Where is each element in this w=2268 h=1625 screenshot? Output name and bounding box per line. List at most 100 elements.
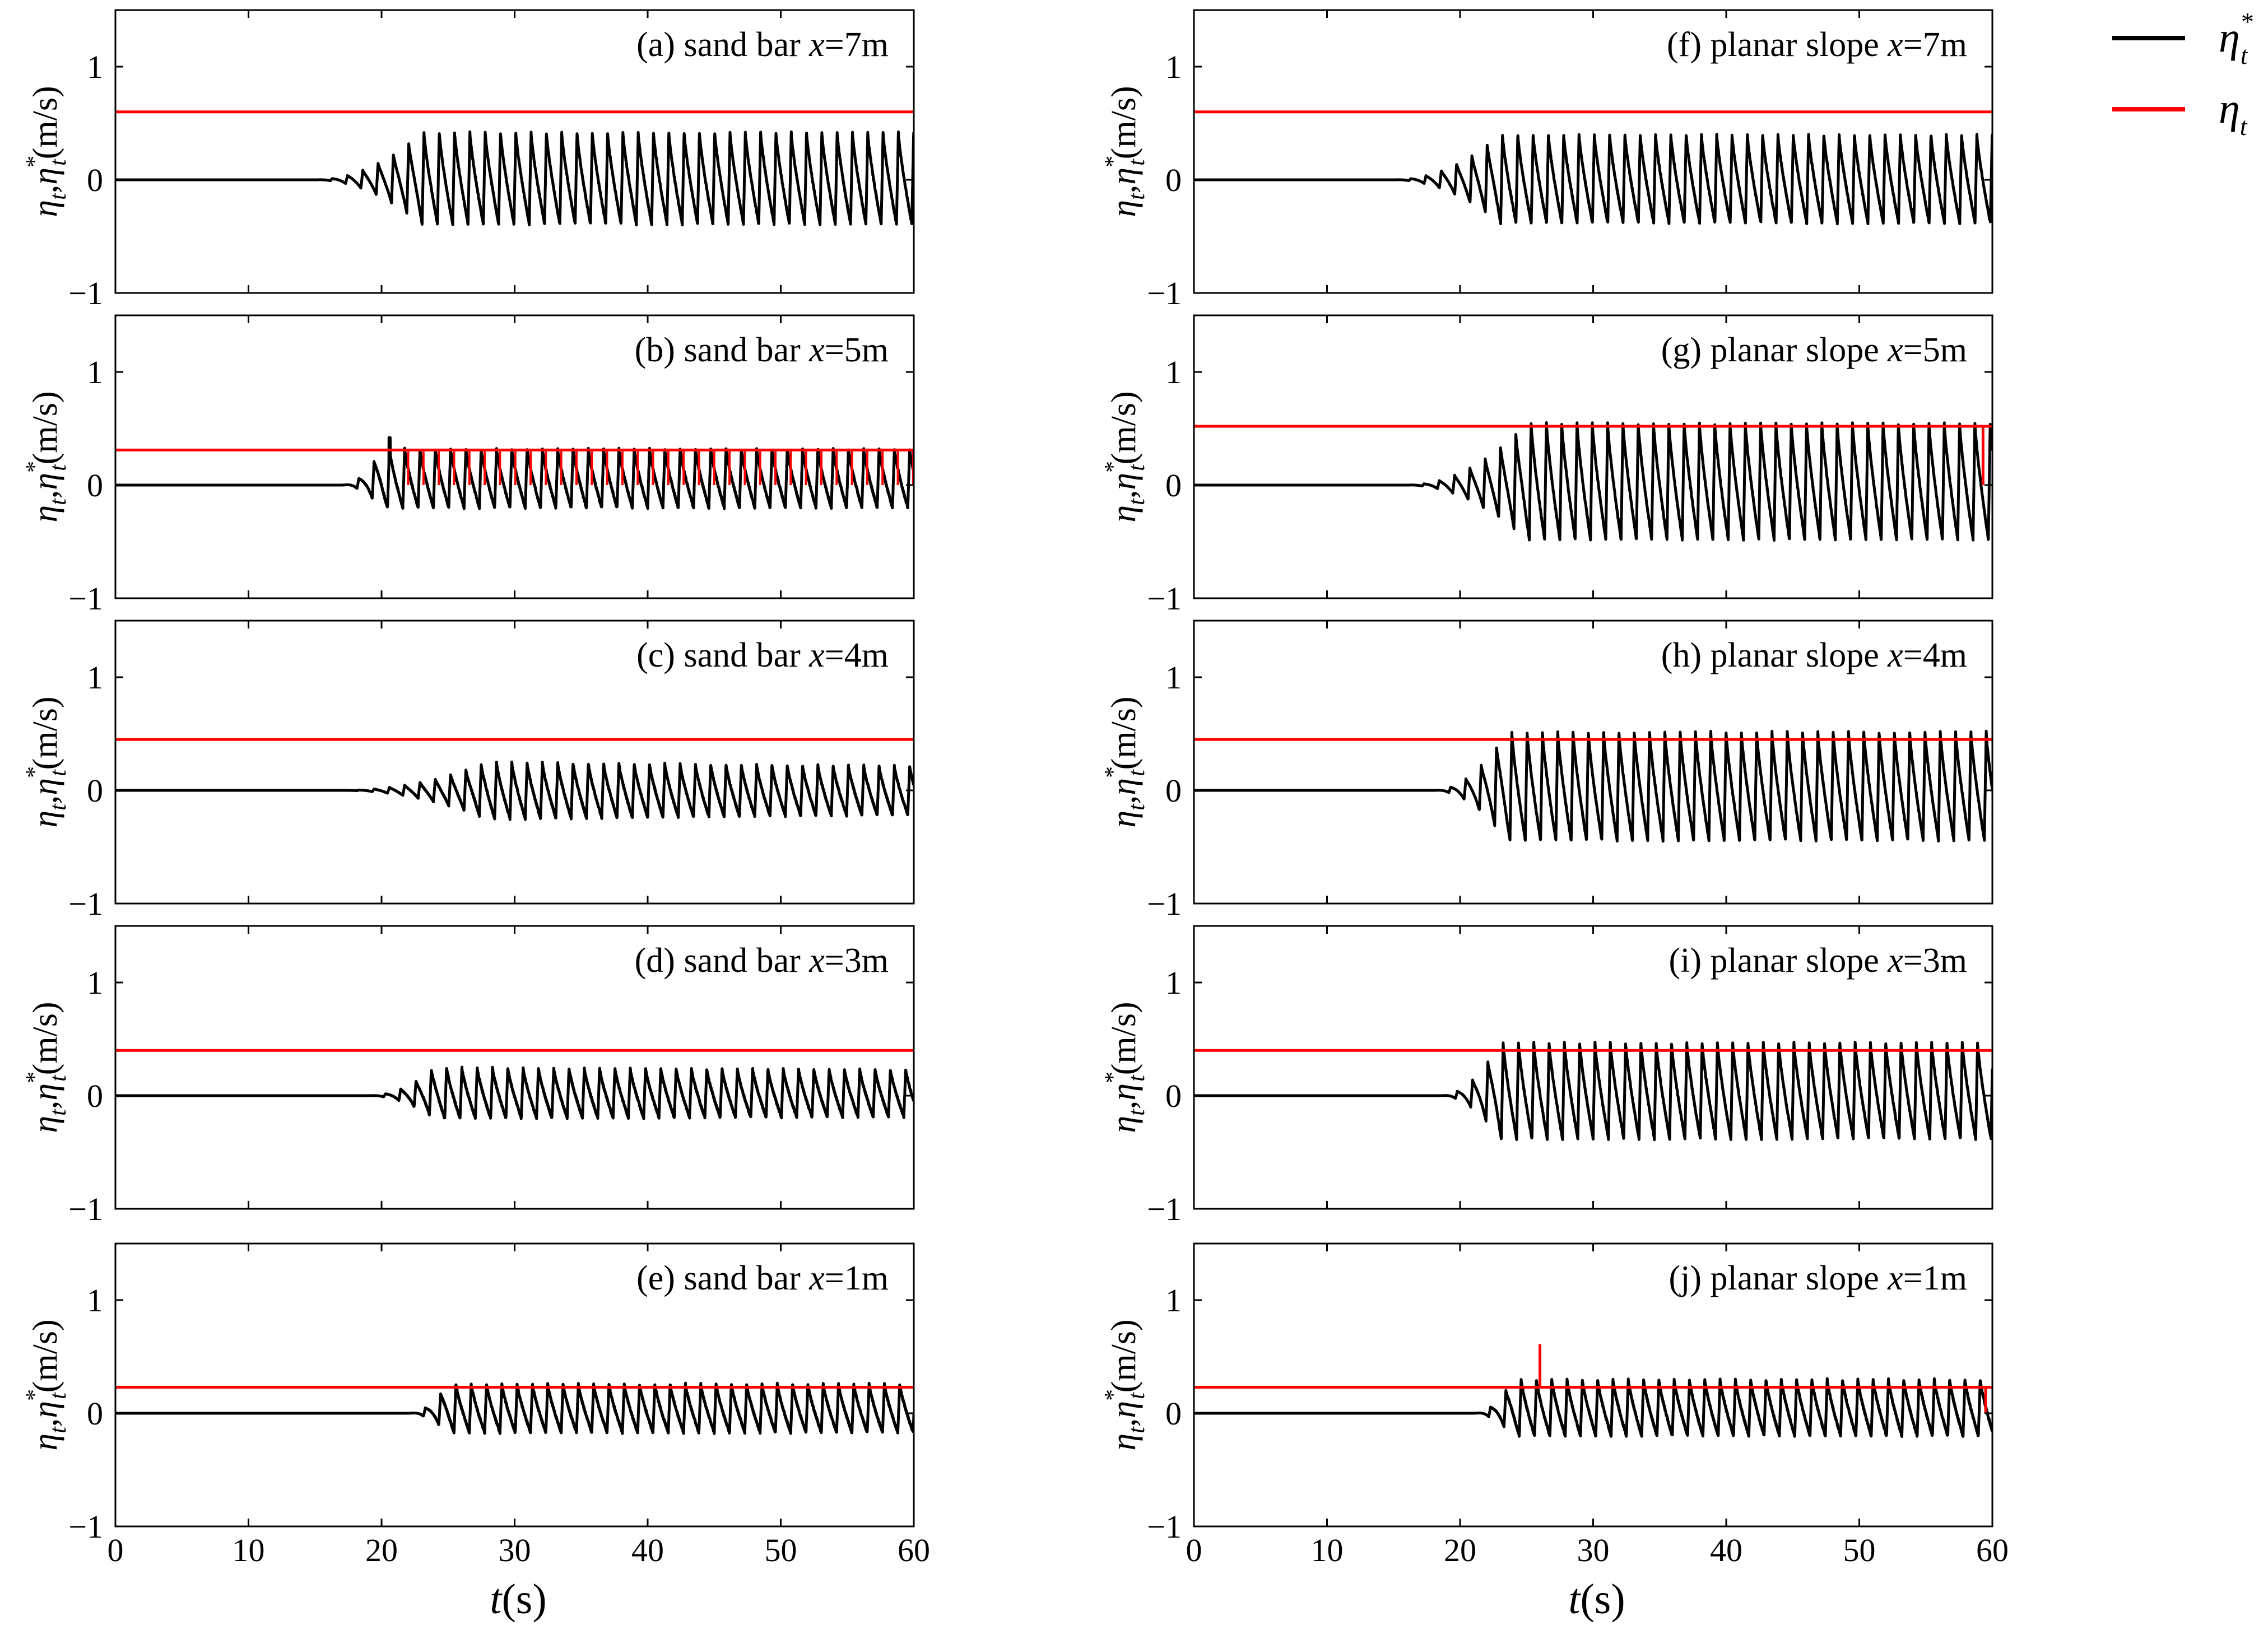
panel-title-var: x	[808, 636, 825, 674]
y-tick-label: −1	[68, 886, 103, 922]
panel-title-f: (f) planar slope x=7m	[1667, 26, 1967, 64]
panels-layer: −101(a) sand bar x=7mηt,η*t(m/s)−101(b) …	[22, 9, 2009, 1568]
y-label-sub: t	[45, 464, 71, 471]
panel-title-var: x	[808, 942, 825, 980]
series-eta-t-star-f	[1194, 133, 1992, 226]
y-label-eta: η	[26, 1433, 64, 1451]
x-tick-label: 50	[1843, 1532, 1876, 1568]
x-axis-unit: (s)	[1580, 1576, 1625, 1623]
y-tick-label: 0	[1165, 162, 1182, 198]
y-label-eta: η	[26, 473, 64, 490]
panel-title-e: (e) sand bar x=1m	[636, 1259, 889, 1297]
panel-title-text: (c) sand bar	[636, 636, 809, 674]
x-tick-label: 40	[631, 1532, 664, 1568]
y-label-sub: t	[45, 498, 71, 505]
y-tick-label: −1	[1147, 580, 1182, 617]
y-label-unit: (m/s)	[26, 1002, 64, 1075]
y-label-sup: *	[1100, 1389, 1126, 1401]
series-eta-t-star-c	[115, 760, 914, 821]
y-axis-label-e: ηt,η*t(m/s)	[22, 1319, 71, 1450]
panel-title-i: (i) planar slope x=3m	[1669, 942, 1967, 980]
y-label-sup: *	[22, 766, 48, 778]
y-label-eta: η	[1105, 811, 1143, 828]
y-label-eta: η	[1105, 505, 1143, 523]
y-label-unit: (m/s)	[26, 86, 64, 159]
legend-label-eta-t-star: η* t	[2219, 7, 2253, 69]
y-label-sub: t	[45, 193, 71, 200]
panel-title-var: x	[1887, 1259, 1903, 1297]
x-tick-label: 20	[1444, 1532, 1476, 1568]
y-tick-label: 0	[1165, 772, 1182, 809]
y-label-eta: η	[1105, 1433, 1143, 1451]
y-label-sub: t	[1124, 1392, 1150, 1399]
x-axis-label-left: t(s)	[490, 1576, 546, 1623]
legend: η* t ηt	[2112, 7, 2253, 141]
panel-title-var: x	[1887, 636, 1903, 674]
y-label-unit: (m/s)	[26, 1319, 64, 1393]
y-label-unit: (m/s)	[1105, 391, 1143, 464]
y-label-unit: (m/s)	[1105, 1002, 1143, 1075]
y-tick-label: 0	[1165, 1395, 1182, 1432]
y-axis-label-f: ηt,η*t(m/s)	[1100, 86, 1150, 217]
series-eta-t-group-g	[1194, 425, 1992, 485]
x-axis-label-right: t(s)	[1568, 1576, 1625, 1623]
y-label-unit: (m/s)	[26, 391, 64, 464]
y-tick-label: 1	[1165, 49, 1182, 85]
y-tick-label: 1	[87, 49, 103, 85]
y-label-sup: *	[1100, 1072, 1126, 1083]
panel-title-suffix: =7m	[1903, 26, 1967, 64]
x-tick-label: 40	[1710, 1532, 1742, 1568]
y-label-eta: η	[26, 505, 64, 523]
panel-title-g: (g) planar slope x=5m	[1661, 331, 1967, 369]
panel-title-var: x	[808, 1259, 825, 1297]
panel-title-d: (d) sand bar x=3m	[635, 942, 889, 980]
y-tick-label: −1	[68, 1191, 103, 1227]
series-eta-t-star-e	[115, 1381, 914, 1435]
y-label-eta: η	[1105, 778, 1143, 795]
panel-title-a: (a) sand bar x=7m	[636, 26, 889, 64]
y-axis-label-g: ηt,η*t(m/s)	[1100, 391, 1150, 522]
y-label-unit: (m/s)	[1105, 1319, 1143, 1393]
panel-title-var: x	[1887, 331, 1903, 369]
y-label-comma: ,	[26, 185, 64, 194]
y-label-sub: t	[45, 803, 71, 811]
panel-title-suffix: =4m	[825, 636, 889, 674]
panel-title-var: x	[1887, 942, 1903, 980]
panel-title-text: (f) planar slope	[1667, 26, 1888, 64]
panel-title-suffix: =3m	[825, 942, 889, 980]
y-label-comma: ,	[1105, 1101, 1143, 1110]
panel-title-suffix: =7m	[825, 26, 889, 64]
y-label-unit: (m/s)	[26, 696, 64, 770]
y-axis-label-d: ηt,η*t(m/s)	[22, 1002, 71, 1133]
panel-title-suffix: =1m	[825, 1259, 889, 1297]
panel-title-text: (b) sand bar	[635, 331, 810, 369]
y-label-eta: η	[26, 200, 64, 217]
y-label-unit: (m/s)	[1105, 696, 1143, 770]
y-label-eta: η	[1105, 1116, 1143, 1133]
x-tick-label: 50	[765, 1532, 797, 1568]
x-tick-label: 0	[1186, 1532, 1202, 1568]
y-label-sub: t	[1124, 1109, 1150, 1116]
y-label-sub: t	[1124, 1426, 1150, 1433]
panel-title-text: (j) planar slope	[1669, 1259, 1888, 1297]
series-eta-t-group-j	[1194, 1344, 1992, 1413]
series-eta-t-star-i	[1194, 1041, 1992, 1142]
y-label-comma: ,	[26, 1418, 64, 1427]
y-label-eta: η	[26, 778, 64, 795]
y-label-sub: t	[1124, 159, 1150, 166]
y-label-eta: η	[26, 1116, 64, 1133]
y-tick-label: 1	[87, 965, 103, 1001]
panel-title-suffix: =1m	[1903, 1259, 1967, 1297]
y-label-sub: t	[1124, 464, 1150, 471]
panel-title-suffix: =3m	[1903, 942, 1967, 980]
panel-title-text: (i) planar slope	[1669, 942, 1888, 980]
y-axis-label-c: ηt,η*t(m/s)	[22, 696, 71, 827]
series-eta-t-star-a	[115, 130, 914, 227]
